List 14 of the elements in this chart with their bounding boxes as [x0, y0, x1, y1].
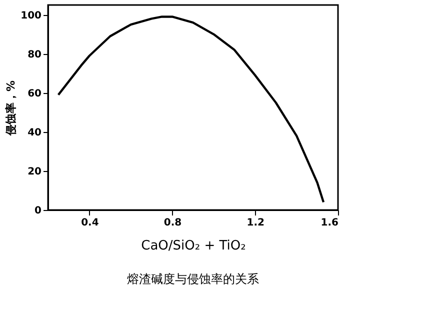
y-tick-label: 0 — [34, 206, 42, 216]
y-tick-label: 20 — [28, 166, 42, 178]
x-tick-label: 1.6 — [320, 218, 339, 228]
y-axis-title: 侵蚀率，% — [4, 80, 18, 137]
y-tick-label: 80 — [28, 49, 42, 60]
x-tick-label: 1.2 — [246, 218, 265, 228]
x-axis-title: CaO/SiO₂ + TiO₂ — [141, 238, 246, 254]
y-tick-label: 60 — [28, 88, 42, 100]
x-tick-label: 0.4 — [81, 218, 99, 228]
y-tick-label: 40 — [28, 127, 42, 138]
y-tick-label: 100 — [20, 10, 42, 22]
text: 熔渣碱度与侵蚀率的关系 — [127, 272, 259, 286]
line-series — [57, 16, 325, 204]
x-tick-label: 0.8 — [164, 218, 182, 228]
